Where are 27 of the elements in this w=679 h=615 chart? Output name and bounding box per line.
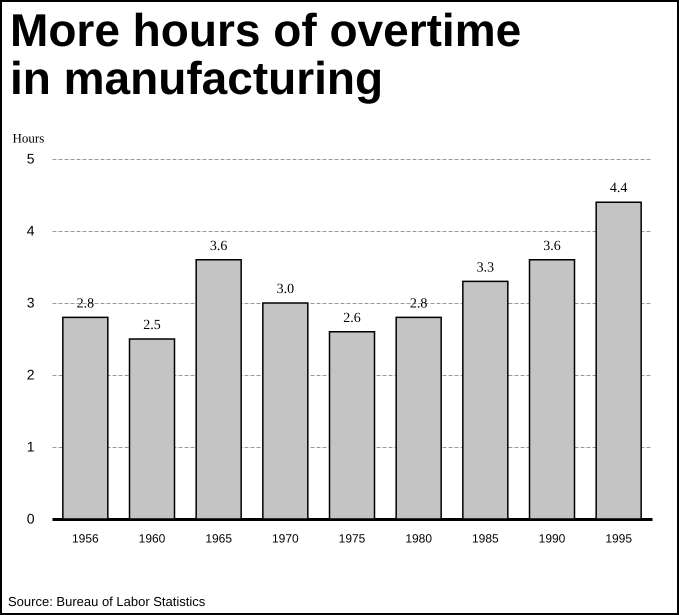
data-label: 2.8	[410, 296, 428, 312]
data-label: 3.0	[276, 282, 294, 297]
y-tick-label: 4	[26, 222, 35, 238]
x-tick-label: 1965	[205, 532, 232, 546]
data-label: 3.3	[476, 260, 494, 276]
y-tick-label: 3	[26, 294, 35, 310]
data-label: 2.5	[143, 318, 161, 333]
y-tick-label: 5	[26, 150, 35, 166]
y-tick-label: 2	[26, 366, 35, 382]
x-tick-label: 1995	[605, 532, 632, 546]
x-tick-label: 1985	[472, 532, 500, 546]
x-tick-label: 1980	[405, 532, 432, 546]
y-tick-label: 0	[26, 510, 35, 526]
data-label: 4.4	[610, 181, 628, 196]
y-axis-title: Hours	[12, 130, 44, 146]
y-tick-label: 1	[26, 438, 35, 454]
x-tick-label: 1956	[72, 532, 100, 546]
data-label: 3.6	[210, 238, 228, 254]
data-label: 2.6	[343, 310, 361, 326]
data-label: 3.6	[543, 238, 561, 254]
data-label: 2.8	[76, 296, 94, 312]
chart-title: More hours of overtime in manufacturing	[10, 4, 522, 104]
x-tick-label: 1975	[338, 532, 366, 546]
x-tick-label: 1990	[538, 532, 566, 546]
source-note: Source: Bureau of Labor Statistics	[8, 594, 206, 609]
x-tick-label: 1970	[272, 532, 300, 546]
x-tick-label: 1960	[138, 532, 166, 546]
